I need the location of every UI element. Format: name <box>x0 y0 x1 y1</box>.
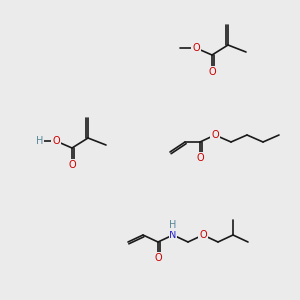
Text: O: O <box>208 67 216 77</box>
Text: N: N <box>169 230 177 240</box>
Text: O: O <box>192 43 200 53</box>
Text: H: H <box>169 220 177 230</box>
Text: H: H <box>36 136 44 146</box>
Text: O: O <box>199 230 207 240</box>
Text: O: O <box>68 160 76 170</box>
Text: O: O <box>52 136 60 146</box>
Text: O: O <box>196 153 204 163</box>
Text: O: O <box>211 130 219 140</box>
Text: O: O <box>154 253 162 263</box>
